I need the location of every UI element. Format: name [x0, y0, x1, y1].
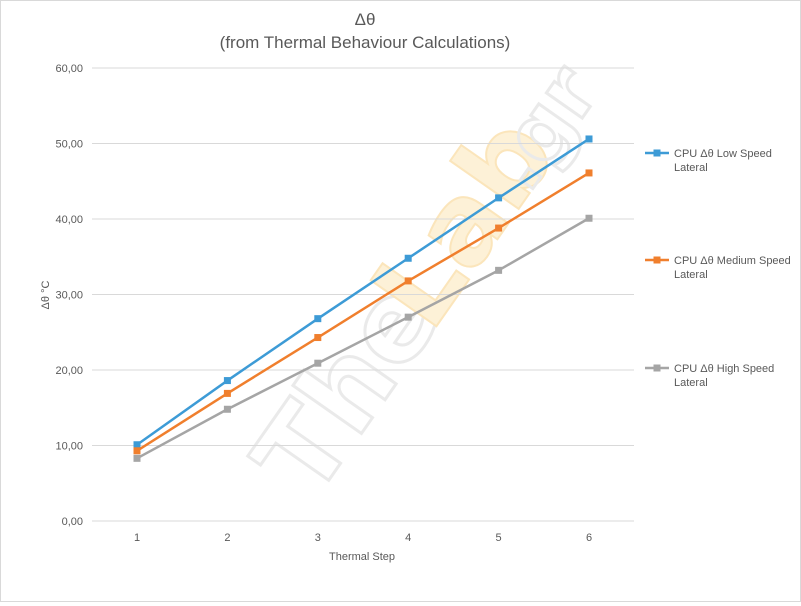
y-tick-label: 10,00 — [55, 441, 83, 453]
watermark: The Lab .gr — [228, 47, 618, 519]
x-tick-label: 6 — [586, 532, 592, 544]
x-tick-label: 3 — [315, 532, 321, 544]
data-point — [404, 254, 412, 262]
legend-label: CPU Δθ Low Speed — [674, 148, 772, 160]
data-point — [495, 194, 503, 202]
legend-label: Lateral — [674, 269, 708, 281]
legend-entry-0: CPU Δθ Low Speed Lateral — [645, 148, 772, 174]
data-point — [585, 135, 593, 143]
x-tick-label: 5 — [496, 532, 502, 544]
series-0 — [133, 135, 593, 449]
y-tick-label: 50,00 — [55, 139, 83, 151]
x-tick-label: 2 — [224, 532, 230, 544]
data-point — [314, 359, 322, 367]
data-point — [133, 441, 141, 449]
x-axis-title: Thermal Step — [329, 551, 395, 563]
data-point — [133, 454, 141, 462]
gridlines — [92, 67, 634, 522]
data-point — [223, 377, 231, 385]
data-point — [585, 169, 593, 177]
x-tick-labels: 1 2 3 4 5 6 — [134, 532, 592, 544]
y-tick-label: 40,00 — [55, 214, 83, 226]
x-tick-label: 4 — [405, 532, 411, 544]
legend-label: Lateral — [674, 162, 708, 174]
chart-subtitle: (from Thermal Behaviour Calculations) — [220, 33, 511, 52]
legend-marker — [653, 256, 661, 264]
y-tick-label: 30,00 — [55, 290, 83, 302]
data-point — [133, 447, 141, 455]
data-point — [223, 389, 231, 397]
y-tick-labels: 0,00 10,00 20,00 30,00 40,00 50,00 60,00 — [55, 63, 83, 528]
series-2 — [133, 214, 593, 462]
legend-label: CPU Δθ Medium Speed — [674, 255, 791, 267]
data-point — [495, 266, 503, 274]
series-1 — [133, 169, 593, 455]
legend-entry-1: CPU Δθ Medium Speed Lateral — [645, 255, 791, 281]
data-point — [314, 334, 322, 342]
series-line — [136, 217, 590, 460]
legend-marker — [653, 149, 661, 157]
legend-label: Lateral — [674, 377, 708, 389]
data-point — [495, 224, 503, 232]
series-line — [136, 171, 590, 452]
series-line — [136, 137, 590, 446]
data-point — [404, 277, 412, 285]
y-tick-label: 0,00 — [62, 516, 83, 528]
x-tick-label: 1 — [134, 532, 140, 544]
series-group — [133, 135, 593, 462]
legend-label: CPU Δθ High Speed — [674, 363, 774, 375]
y-axis-title: Δθ °C — [40, 281, 52, 310]
data-point — [585, 214, 593, 222]
data-point — [404, 313, 412, 321]
y-tick-label: 60,00 — [55, 63, 83, 75]
chart-title: Δθ — [355, 10, 376, 29]
legend-entry-2: CPU Δθ High Speed Lateral — [645, 363, 774, 389]
data-point — [223, 405, 231, 413]
y-tick-label: 20,00 — [55, 365, 83, 377]
data-point — [314, 315, 322, 323]
legend-marker — [653, 364, 661, 372]
